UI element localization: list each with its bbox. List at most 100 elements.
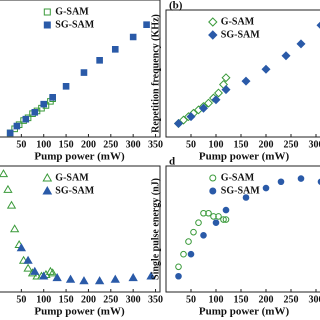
legend-marker xyxy=(208,17,218,27)
legend-label: SG-SAM xyxy=(221,29,260,40)
data-point xyxy=(6,129,14,137)
data-point xyxy=(198,103,209,113)
data-point xyxy=(242,194,250,201)
data-point xyxy=(316,21,320,29)
data-point xyxy=(0,169,9,178)
panel-label: d xyxy=(169,156,175,168)
data-point xyxy=(215,213,222,220)
legend-marker xyxy=(209,174,217,182)
data-point xyxy=(262,184,270,192)
panel-label: (b) xyxy=(169,0,183,12)
data-point xyxy=(16,243,27,252)
x-axis-label: Pump power (mW) xyxy=(34,306,125,318)
x-tick-label: 250 xyxy=(284,294,299,305)
data-point xyxy=(31,109,39,116)
y-axis-label: Single pulse energy (nJ) xyxy=(150,178,161,280)
data-point xyxy=(62,83,70,90)
x-axis-label: Pump power (mW) xyxy=(199,151,290,163)
data-point xyxy=(296,39,306,49)
legend-marker xyxy=(42,185,53,195)
data-point xyxy=(146,271,156,280)
x-tick-label: 50 xyxy=(16,139,26,150)
legend-label: G-SAM xyxy=(55,6,89,17)
data-point xyxy=(39,271,49,280)
x-tick-label: 200 xyxy=(81,139,96,150)
data-point xyxy=(6,200,17,209)
data-point xyxy=(143,21,150,28)
data-point xyxy=(128,273,138,282)
data-point xyxy=(200,210,207,217)
y-axis-label: Repetition frequency (KHz) xyxy=(150,14,161,133)
data-point xyxy=(281,51,291,61)
x-tick-label: 150 xyxy=(234,294,249,305)
data-point xyxy=(190,228,197,236)
legend-marker xyxy=(43,8,51,16)
data-point xyxy=(205,210,212,217)
x-tick-label: 300 xyxy=(309,139,320,150)
data-point xyxy=(222,206,230,214)
plot-frame xyxy=(165,165,320,293)
data-point xyxy=(178,115,189,125)
data-point xyxy=(222,216,230,223)
data-point xyxy=(210,213,217,220)
data-point xyxy=(3,184,13,193)
data-point xyxy=(261,64,271,74)
data-point xyxy=(220,216,227,223)
legend-label: SG-SAM xyxy=(55,185,94,196)
data-point xyxy=(187,250,195,258)
data-point xyxy=(277,178,285,185)
x-tick-label: 300 xyxy=(309,294,320,305)
x-tick-label: 100 xyxy=(209,139,224,150)
x-tick-label: 50 xyxy=(186,139,196,150)
x-tick-label: 200 xyxy=(259,139,274,150)
x-tick-label: 250 xyxy=(103,139,118,150)
data-point xyxy=(23,255,33,264)
legend-marker xyxy=(208,30,218,40)
legend-marker xyxy=(43,21,51,29)
data-point xyxy=(48,268,58,277)
x-tick-label: 300 xyxy=(126,139,141,150)
x-tick-label: 350 xyxy=(148,139,163,150)
x-tick-label: 50 xyxy=(16,294,26,305)
x-tick-label: 50 xyxy=(186,294,196,305)
data-point xyxy=(221,73,231,83)
data-point xyxy=(180,250,187,258)
data-point xyxy=(45,266,56,275)
data-point xyxy=(110,274,120,283)
data-point xyxy=(40,100,48,108)
data-point xyxy=(65,274,76,283)
x-tick-label: 350 xyxy=(148,294,163,305)
x-tick-label: 200 xyxy=(259,294,274,305)
data-point xyxy=(18,255,29,264)
data-point xyxy=(200,232,207,239)
legend-label: SG-SAM xyxy=(55,19,94,30)
data-point xyxy=(96,56,103,64)
data-point xyxy=(13,122,21,130)
x-axis-label: Pump power (mW) xyxy=(199,306,290,318)
plot-frame xyxy=(165,9,320,138)
data-point xyxy=(129,33,137,41)
data-point xyxy=(22,115,30,123)
data-point xyxy=(195,219,202,226)
x-tick-label: 250 xyxy=(284,139,299,150)
data-point xyxy=(23,263,33,272)
data-point xyxy=(297,175,305,182)
data-point xyxy=(30,266,40,275)
x-tick-label: 100 xyxy=(36,139,51,150)
x-tick-label: 150 xyxy=(59,294,74,305)
data-point xyxy=(175,273,182,280)
data-point xyxy=(185,238,192,245)
legend-label: G-SAM xyxy=(221,16,255,27)
data-point xyxy=(49,93,56,101)
legend-marker xyxy=(42,172,53,182)
x-tick-label: 150 xyxy=(59,139,74,150)
data-point xyxy=(173,118,184,128)
data-point xyxy=(80,69,88,76)
data-point xyxy=(94,276,105,285)
data-point xyxy=(241,76,251,86)
data-point xyxy=(203,98,214,108)
plot-frame xyxy=(0,165,161,293)
data-point xyxy=(79,276,89,285)
legend-marker xyxy=(209,187,217,195)
